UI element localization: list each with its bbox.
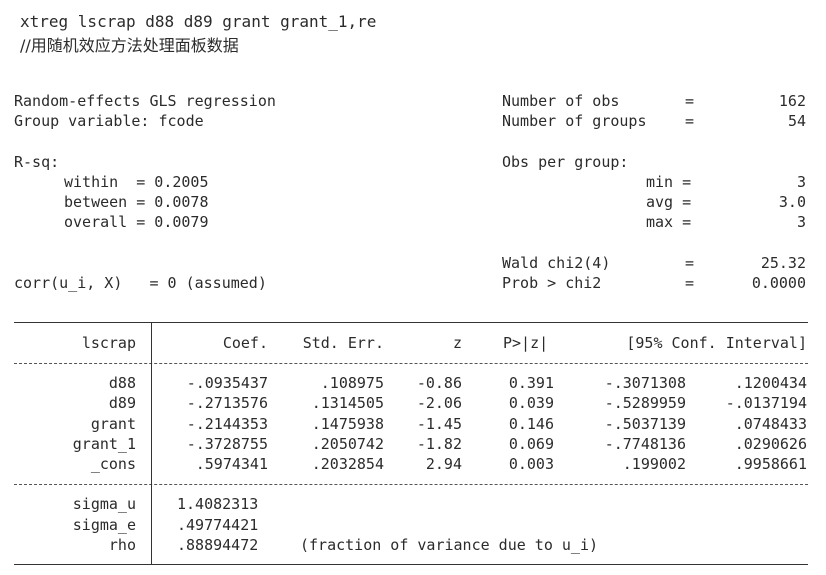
table-top-rule [14,322,808,323]
ngroups-label: Number of groups [502,112,647,130]
max-label: max = [646,213,692,231]
col-p-header: P>|z| [503,334,549,352]
col-coef-header: Coef. [222,334,268,352]
row-varname: grant_1 [72,435,136,453]
depvar-header: lscrap [81,334,136,352]
avg-label: avg = [646,193,692,211]
col-z-header: z [452,334,462,352]
rsq-within: within = 0.2005 [64,173,209,191]
nobs-value: 162 [778,92,806,110]
table-sigma-rule [14,484,808,485]
min-value: 3 [796,173,806,191]
nobs-equals: = [685,92,695,110]
rsq-label: R-sq: [14,153,60,171]
row-ci-lower: .199002 [622,455,686,473]
prob-label: Prob > chi2 [502,274,602,292]
rsq-overall: overall = 0.0079 [64,213,209,231]
row-ci-upper: .0748433 [734,415,807,433]
sigma-e-value: .49774421 [177,516,259,534]
obs-per-group-label: Obs per group: [502,153,629,171]
row-ci-lower: -.3071308 [604,374,686,392]
wald-equals: = [685,254,695,272]
col-se-header: Std. Err. [302,334,384,352]
rho-value: .88894472 [177,536,259,554]
row-coef: -.2144353 [186,415,268,433]
row-std-err: .2032854 [311,455,384,473]
row-ci-upper: .1200434 [734,374,807,392]
row-coef: -.2713576 [186,394,268,412]
table-bottom-rule [14,564,808,565]
comment-text: //用随机效应方法处理面板数据 [20,36,239,55]
row-p-value: 0.391 [508,374,554,392]
row-varname: _cons [90,455,136,473]
row-z: 2.94 [425,455,462,473]
row-coef: -.0935437 [186,374,268,392]
row-ci-upper: .0290626 [734,435,807,453]
row-std-err: .2050742 [311,435,384,453]
wald-label: Wald chi2(4) [502,254,611,272]
row-varname: d89 [108,394,136,412]
rsq-between: between = 0.0078 [64,193,209,211]
prob-equals: = [685,274,695,292]
max-value: 3 [796,213,806,231]
row-ci-lower: -.5289959 [604,394,686,412]
row-ci-lower: -.7748136 [604,435,686,453]
group-variable: Group variable: fcode [14,112,204,130]
model-title: Random-effects GLS regression [14,92,276,110]
row-z: -1.45 [416,415,462,433]
command-text: xtreg lscrap d88 d89 grant grant_1,re [20,12,377,31]
row-ci-upper: .9958661 [734,455,807,473]
min-label: min = [646,173,692,191]
row-z: -2.06 [416,394,462,412]
row-std-err: .1475938 [311,415,384,433]
avg-value: 3.0 [778,193,806,211]
row-p-value: 0.069 [508,435,554,453]
row-std-err: .108975 [320,374,384,392]
nobs-label: Number of obs [502,92,620,110]
row-coef: .5974341 [195,455,268,473]
sigma-e-label: sigma_e [72,516,136,534]
prob-value: 0.0000 [751,274,806,292]
row-p-value: 0.003 [508,455,554,473]
corr-ui-x: corr(u_i, X) = 0 (assumed) [14,274,267,292]
table-stub-divider [151,322,152,565]
row-p-value: 0.146 [508,415,554,433]
ngroups-equals: = [685,112,695,130]
rho-label: rho [108,536,136,554]
row-ci-upper: -.0137194 [725,394,807,412]
table-header-rule [14,363,808,364]
row-varname: d88 [108,374,136,392]
row-ci-lower: -.5037139 [604,415,686,433]
sigma-u-label: sigma_u [72,495,136,513]
row-coef: -.3728755 [186,435,268,453]
row-varname: grant [90,415,136,433]
rho-note: (fraction of variance due to u_i) [300,536,599,554]
row-z: -0.86 [416,374,462,392]
row-z: -1.82 [416,435,462,453]
sigma-u-value: 1.4082313 [177,495,259,513]
ngroups-value: 54 [787,112,806,130]
row-p-value: 0.039 [508,394,554,412]
wald-value: 25.32 [760,254,806,272]
row-std-err: .1314505 [311,394,384,412]
col-ci-header: [95% Conf. Interval] [626,334,807,352]
